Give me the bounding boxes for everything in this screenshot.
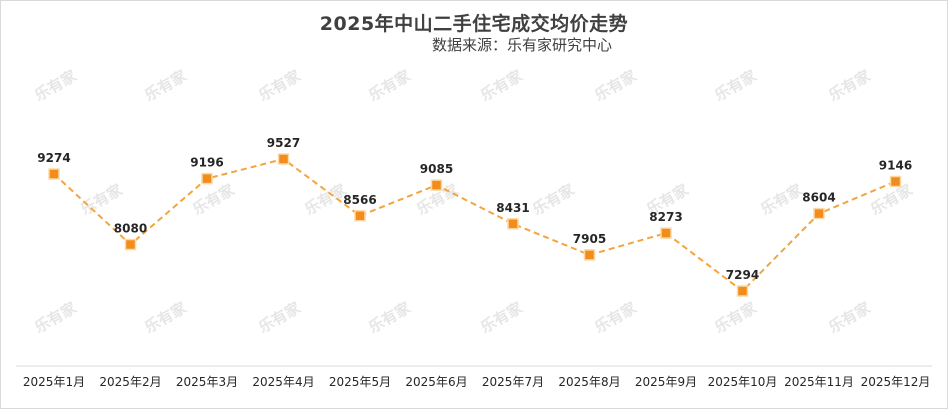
x-tick-label: 2025年10月 — [708, 375, 778, 389]
watermark-logo: 乐有家 — [592, 67, 640, 105]
data-label: 7905 — [573, 232, 606, 246]
x-tick-label: 2025年2月 — [99, 375, 161, 389]
data-point-marker — [583, 249, 596, 261]
watermark-logo: 乐有家 — [712, 299, 760, 337]
data-label: 8080 — [114, 222, 147, 236]
x-tick-label: 2025年7月 — [482, 375, 544, 389]
data-point-marker — [277, 153, 290, 165]
x-tick-label: 2025年8月 — [558, 375, 620, 389]
data-point-marker — [201, 172, 213, 185]
data-label: 7294 — [726, 268, 759, 282]
data-label: 9274 — [37, 151, 70, 165]
data-label: 8431 — [496, 201, 529, 215]
watermark-logo: 乐有家 — [256, 67, 304, 105]
watermark-logo: 乐有家 — [256, 299, 304, 337]
data-label: 8604 — [802, 191, 835, 205]
data-point-marker — [507, 218, 519, 230]
data-label: 9146 — [879, 159, 912, 173]
data-point-marker — [736, 285, 749, 297]
watermark-logo: 乐有家 — [592, 299, 640, 337]
data-point-marker — [813, 207, 825, 220]
series-line — [53, 157, 896, 293]
data-point-marker — [354, 210, 366, 222]
watermark-logo: 乐有家 — [78, 181, 126, 219]
watermark-logo: 乐有家 — [478, 299, 526, 337]
watermark-logo: 乐有家 — [530, 181, 578, 219]
x-tick-label: 2025年5月 — [329, 375, 391, 389]
watermark-logo: 乐有家 — [758, 181, 806, 219]
watermark-layer: 乐有家 乐有家 乐有家 乐有家 乐有家 乐有家 乐有家 乐有家乐有家 乐有家 乐有家 乐有家 乐有家乐… — [32, 67, 916, 337]
watermark-logo: 乐有家 — [302, 181, 350, 219]
watermark-logo: 乐有家 — [366, 299, 414, 337]
watermark-logo: 乐有家 — [32, 67, 80, 105]
series-markers — [48, 153, 902, 297]
watermark-logo: 乐有家 — [142, 67, 190, 105]
x-axis-tick-labels: 2025年1月 2025年2月 2025年3月 2025年4月 2025年5月 2025年… — [23, 375, 931, 389]
data-labels: 9274 8080 9196 9527 8566 9085 8431 7905 8273 7294… — [37, 136, 912, 282]
data-point-marker — [889, 175, 902, 188]
watermark-logo: 乐有家 — [32, 299, 80, 337]
x-tick-label: 2025年3月 — [176, 375, 238, 389]
data-point-marker — [430, 179, 443, 191]
data-label: 9527 — [267, 136, 300, 150]
watermark-logo: 乐有家 — [826, 299, 874, 337]
data-label: 9196 — [190, 156, 223, 170]
watermark-logo: 乐有家 — [366, 67, 414, 105]
watermark-logo: 乐有家 — [142, 299, 190, 337]
data-label: 8273 — [649, 210, 682, 224]
data-label: 8566 — [343, 193, 376, 207]
chart-title: 2025年中山二手住宅成交均价走势 — [319, 13, 629, 35]
data-label: 9085 — [420, 162, 453, 176]
data-point-marker — [124, 238, 137, 251]
watermark-logo: 乐有家 — [712, 67, 760, 105]
x-tick-label: 2025年11月 — [784, 375, 854, 389]
x-tick-label: 2025年1月 — [23, 375, 85, 389]
watermark-logo: 乐有家 — [478, 67, 526, 105]
x-tick-label: 2025年12月 — [861, 375, 931, 389]
chart-subtitle: 数据来源：乐有家研究中心 — [431, 36, 612, 54]
x-tick-label: 2025年4月 — [252, 375, 314, 389]
watermark-logo: 乐有家 — [826, 67, 874, 105]
data-point-marker — [660, 227, 672, 239]
data-point-marker — [48, 168, 60, 180]
x-tick-label: 2025年9月 — [635, 375, 697, 389]
x-tick-label: 2025年6月 — [405, 375, 467, 389]
